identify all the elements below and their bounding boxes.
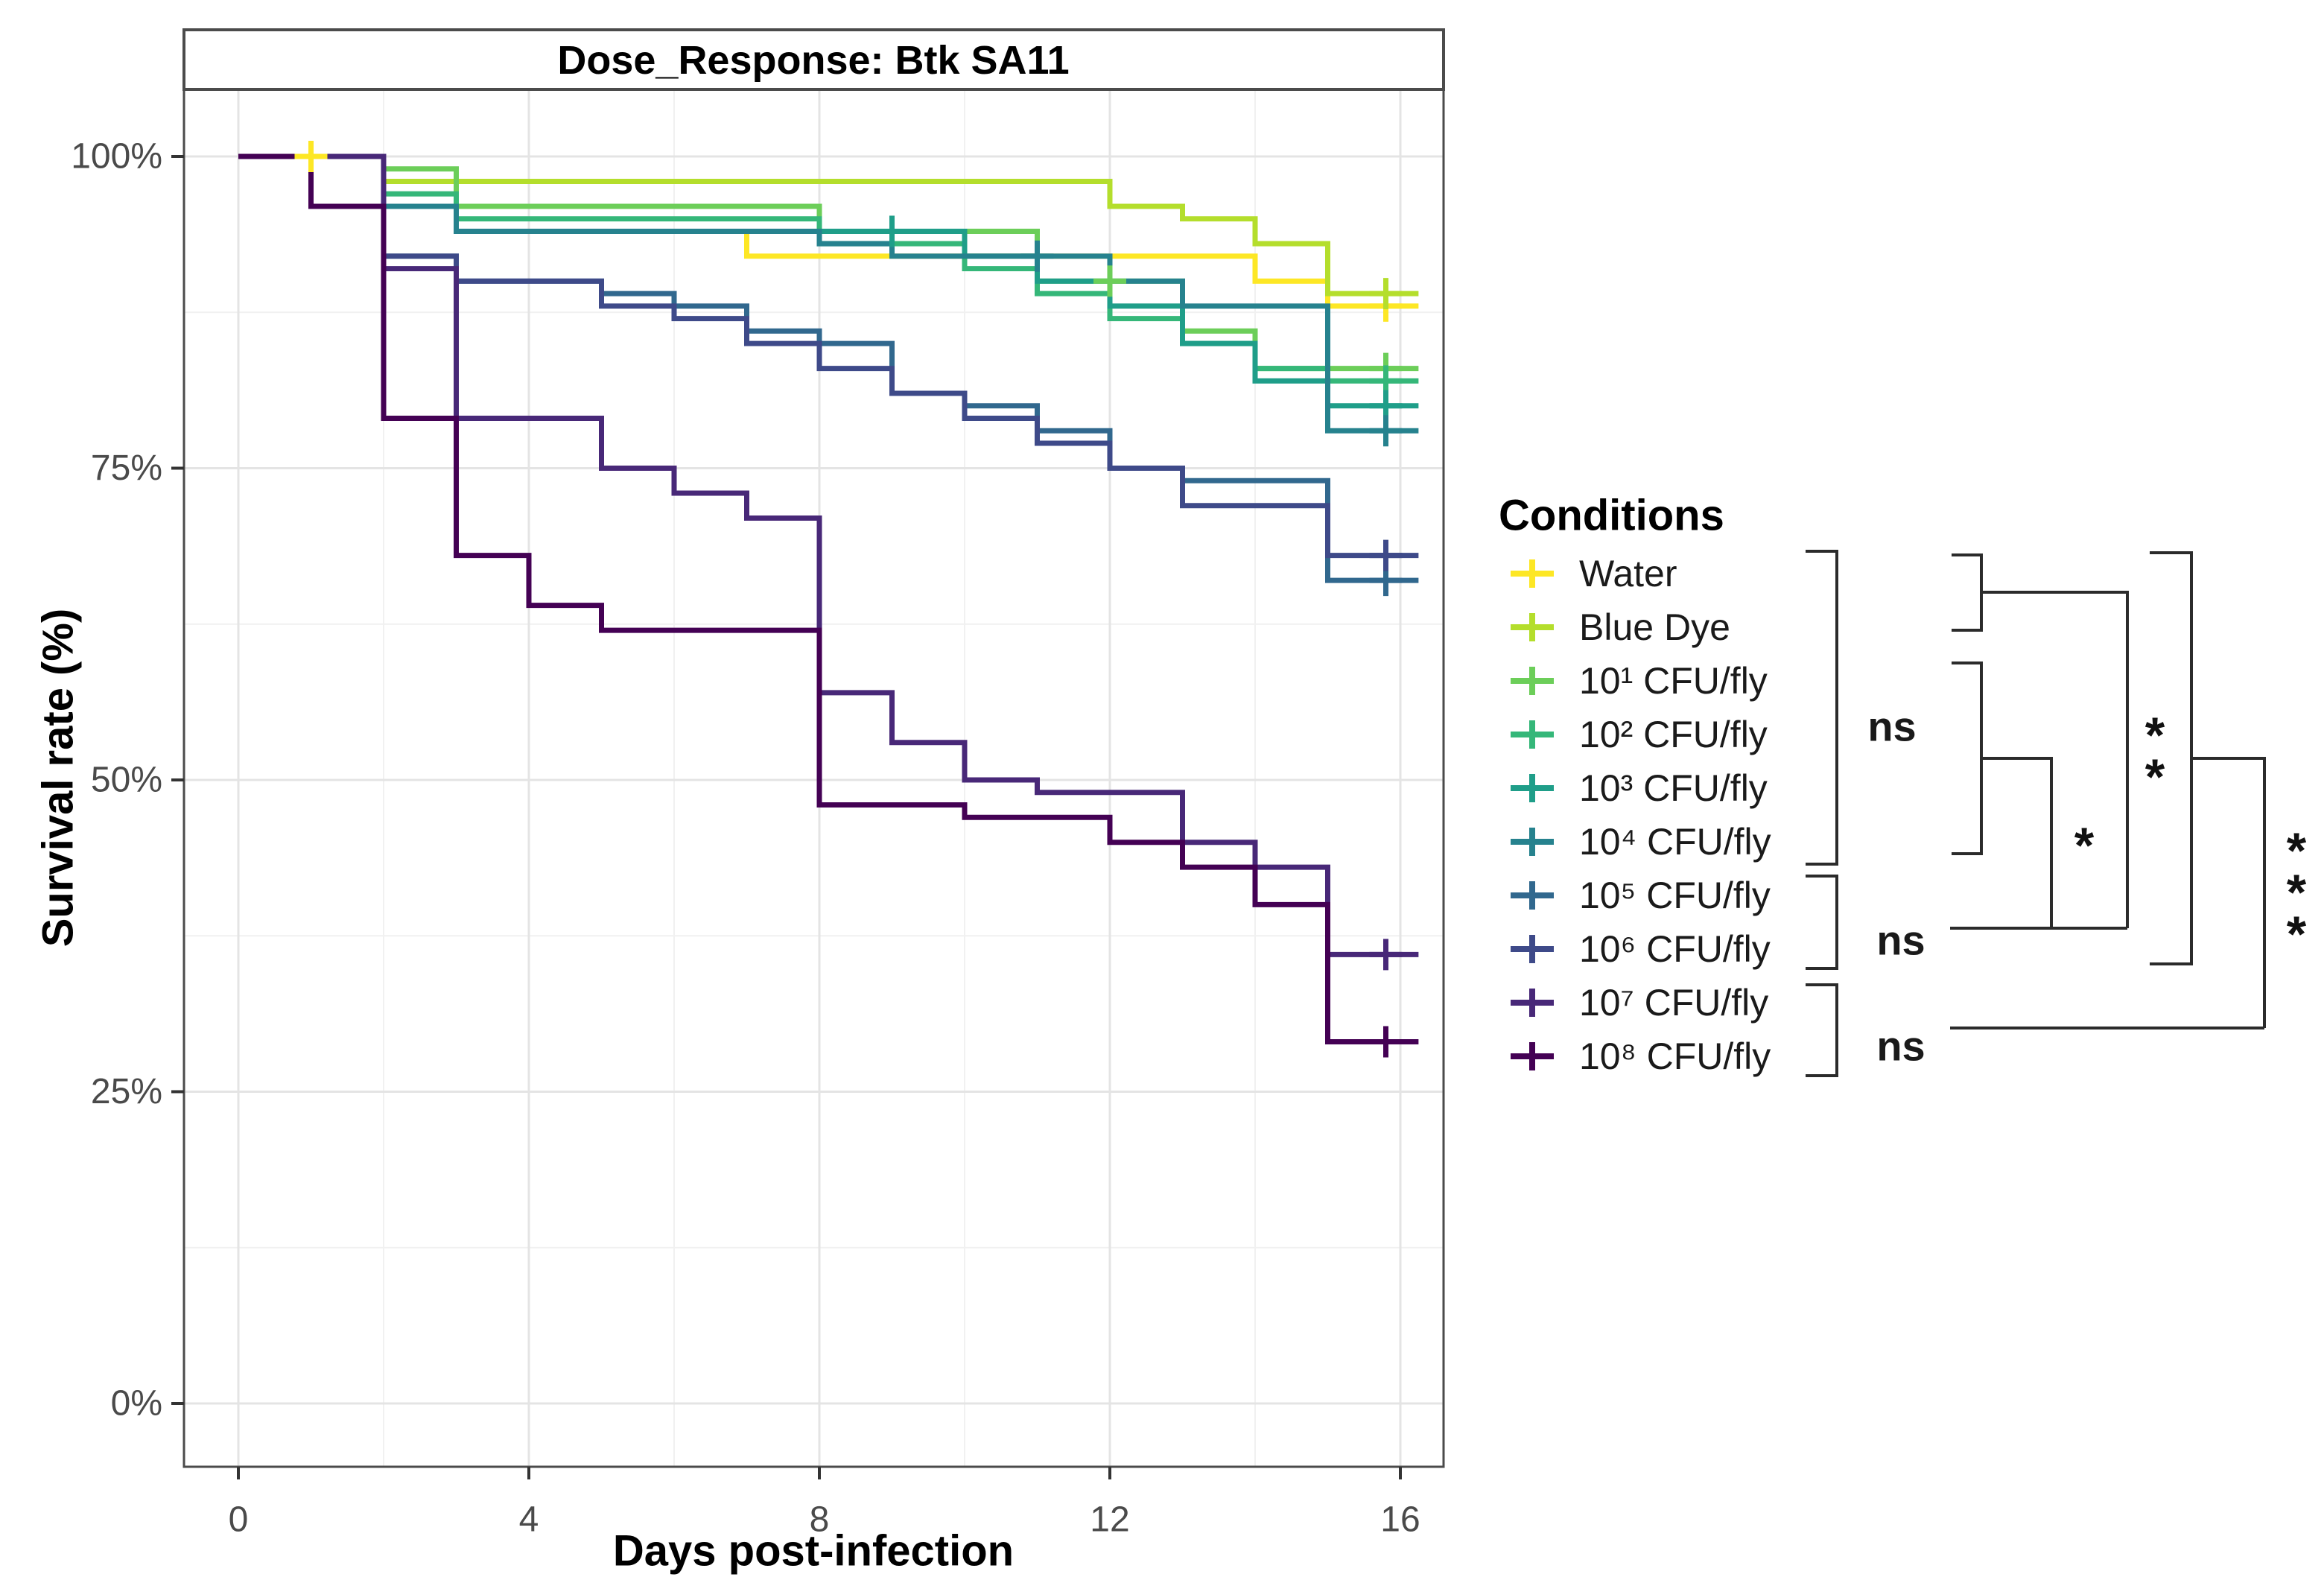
legend-item: 10⁷ CFU/fly <box>1511 982 1768 1024</box>
connector-line <box>1981 591 2129 928</box>
legend-title: Conditions <box>1499 492 1724 540</box>
x-tick-label: 4 <box>519 1500 539 1540</box>
legend-item: 10⁸ CFU/fly <box>1511 1035 1771 1077</box>
panel-border <box>182 88 1445 1468</box>
censor-mark <box>1369 539 1403 571</box>
x-tick-label: 8 <box>810 1500 830 1540</box>
survival-curve-10⁶-cfu/fly <box>238 153 1419 559</box>
censor-mark <box>875 215 909 247</box>
survival-curve-10⁸-cfu/fly <box>238 153 1419 1045</box>
censor-mark <box>1369 415 1403 447</box>
legend-item-label: 10⁶ CFU/fly <box>1579 928 1771 970</box>
x-tick-label: 12 <box>1090 1500 1129 1540</box>
censor-mark <box>1369 278 1403 310</box>
legend-item-label: 10⁸ CFU/fly <box>1579 1035 1771 1077</box>
legend-item-label: 10⁷ CFU/fly <box>1579 982 1768 1024</box>
group-bracket <box>1806 550 1838 866</box>
legend-item-label: 10³ CFU/fly <box>1579 767 1768 809</box>
comparison-bracket <box>1952 661 1983 855</box>
connector-line <box>2191 757 2266 1028</box>
censor-mark <box>294 141 328 172</box>
x-tick-label: 16 <box>1380 1500 1420 1540</box>
legend-item-label: 10² CFU/fly <box>1579 714 1768 755</box>
censor-mark <box>1020 240 1054 272</box>
legend-item-label: 10¹ CFU/fly <box>1579 660 1768 702</box>
censor-mark <box>1093 265 1126 297</box>
censor-mark <box>1369 939 1403 971</box>
comparison-significance-label: * * <box>2145 707 2165 805</box>
y-axis-title: Survival rate (%) <box>34 609 83 948</box>
survival-curve-10¹-cfu/fly <box>238 153 1419 372</box>
plot-title: Dose_Response: Btk SA11 <box>557 38 1069 83</box>
survival-curve-blue-dye <box>238 153 1419 296</box>
y-tick-label: 75% <box>91 448 162 488</box>
facet-strip <box>182 28 1445 91</box>
y-tick-label: 25% <box>91 1072 162 1111</box>
group-significance-label: ns <box>1876 917 1925 964</box>
survival-curve-10⁷-cfu/fly <box>238 153 1419 957</box>
legend-item-label: 10⁴ CFU/fly <box>1579 821 1771 863</box>
axis-layer: 100% 75% 50% 25% 0% 0 4 8 12 16 <box>71 137 1420 1540</box>
x-tick-label: 0 <box>229 1500 249 1540</box>
group-significance-label: ns <box>1867 703 1916 750</box>
censor-mark-layer <box>294 141 1403 1058</box>
legend-item: Water <box>1511 553 1677 594</box>
y-tick-label: 100% <box>71 137 162 177</box>
comparison-significance-label: * <box>2074 817 2095 874</box>
survival-curve-10⁴-cfu/fly <box>238 153 1419 434</box>
legend-item: 10³ CFU/fly <box>1511 767 1768 809</box>
legend-item: 10¹ CFU/fly <box>1511 660 1768 702</box>
legend-item-label: Water <box>1579 553 1677 594</box>
survival-curve-10²-cfu/fly <box>238 153 1419 384</box>
legend-item: 10² CFU/fly <box>1511 714 1768 755</box>
comparison-significance-label: * * * <box>2287 822 2307 962</box>
legend-item: Blue Dye <box>1511 606 1730 648</box>
y-tick-label: 50% <box>91 761 162 800</box>
legend-item: 10⁶ CFU/fly <box>1511 928 1771 970</box>
legend-layer: Water Blue Dye 10¹ CFU/fly 10² CFU/fly 10³ C… <box>1511 553 1771 1077</box>
x-axis-title: Days post-infection <box>613 1527 1014 1576</box>
gridline-layer <box>184 89 1444 1467</box>
group-bracket <box>1806 875 1838 970</box>
legend-item-label: Blue Dye <box>1579 606 1730 648</box>
y-tick-label: 0% <box>111 1384 162 1424</box>
group-significance-label: ns <box>1876 1023 1925 1070</box>
connector-line <box>1981 757 2053 928</box>
comparison-bracket <box>1952 553 1983 632</box>
legend-item: 10⁴ CFU/fly <box>1511 821 1771 863</box>
censor-mark <box>1369 1026 1403 1058</box>
legend-item: 10⁵ CFU/fly <box>1511 875 1771 916</box>
legend-item-label: 10⁵ CFU/fly <box>1579 875 1771 916</box>
curve-layer <box>238 153 1419 1045</box>
group-bracket <box>1806 983 1838 1077</box>
panel-layer <box>182 28 1445 1468</box>
